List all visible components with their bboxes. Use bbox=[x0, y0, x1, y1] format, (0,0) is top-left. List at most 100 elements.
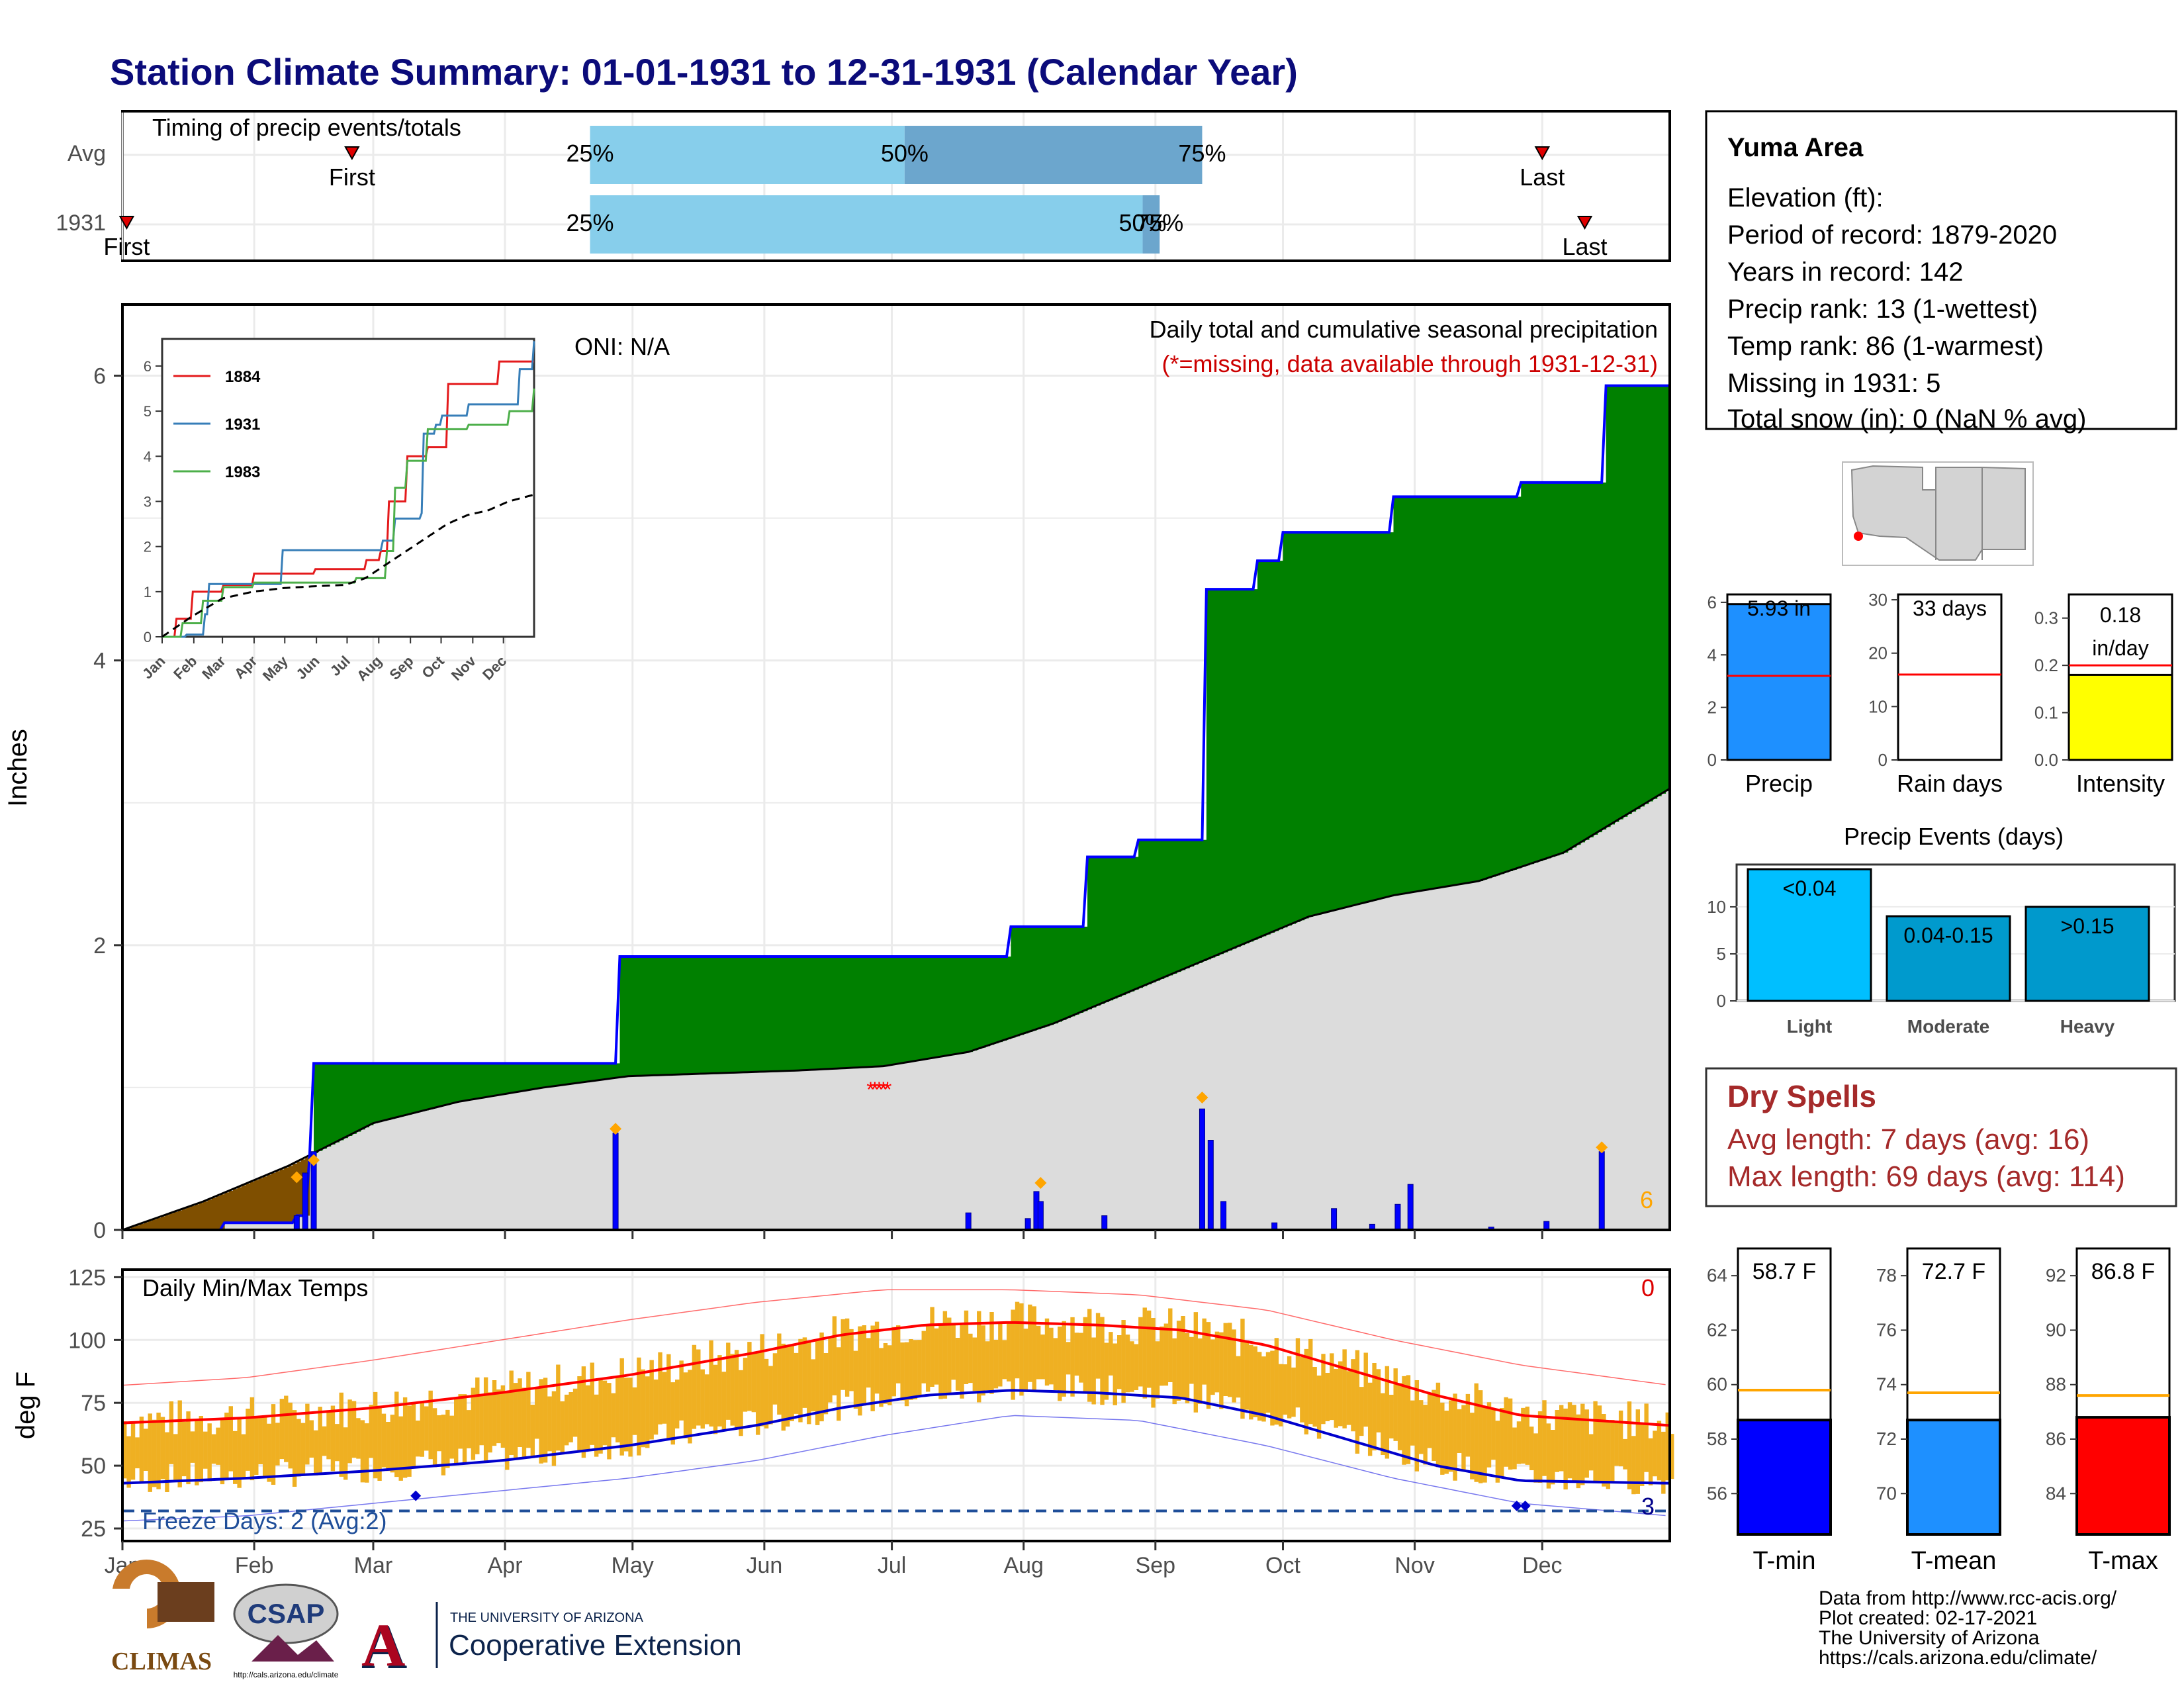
timing-panel: Timing of precip events/totals Avg 1931 … bbox=[56, 110, 1671, 262]
daily-precip-bar bbox=[1407, 1184, 1414, 1231]
summary-y-tick-label: 2 bbox=[1707, 698, 1717, 718]
daily-precip-bar bbox=[1101, 1215, 1108, 1231]
temp-y-ticks: 25 50 75 100 125 bbox=[68, 1265, 122, 1542]
station-elevation: Elevation (ft): bbox=[1727, 183, 1884, 212]
month-label: Nov bbox=[1394, 1553, 1434, 1578]
month-label: Feb bbox=[235, 1553, 274, 1578]
station-name: Yuma Area bbox=[1727, 133, 1864, 162]
month-label: Mar bbox=[354, 1553, 393, 1578]
summary-box-1 bbox=[1897, 593, 2003, 761]
logo-university-arizona: A A THE UNIVERSITY OF ARIZONA Cooperativ… bbox=[361, 1602, 742, 1682]
csap-logo-text: CSAP bbox=[248, 1598, 325, 1629]
page-title: Station Climate Summary: 01-01-1931 to 1… bbox=[110, 51, 1298, 93]
timing-row-label-avg: Avg bbox=[68, 141, 106, 166]
station-info-box: Yuma Area Elevation (ft): Period of reco… bbox=[1705, 110, 2177, 434]
precip-missing-note: (*=missing, data available through 1931-… bbox=[1162, 350, 1658, 377]
timing-p50-label: 50% bbox=[1119, 209, 1167, 236]
inset-series-line bbox=[161, 493, 535, 638]
temp-summary-y-tick-label: 72 bbox=[1876, 1429, 1897, 1449]
inset-legend-label: 1884 bbox=[225, 368, 261, 386]
summary-category-label: Intensity bbox=[2076, 770, 2165, 797]
summary-y-tick-label: 30 bbox=[1868, 590, 1888, 610]
footer-credits: Data from http://www.rcc-acis.org/ Plot … bbox=[1819, 1587, 2117, 1669]
precip-events-chart: 0 5 10 <0.04 Light 0.04-0.15 Moderate >0.15 Heav… bbox=[1707, 863, 2176, 1037]
event-marker bbox=[610, 1123, 622, 1135]
summary-y-tick-label: 6 bbox=[1707, 592, 1717, 612]
precip-y-tick-label: 4 bbox=[93, 649, 106, 674]
inset-y-tick-label: 5 bbox=[144, 403, 152, 420]
temperature-summary-bars: 56 58 60 62 64 58.7 F T-min 70 72 74 76 78 72.7 F T-m… bbox=[1707, 1247, 2171, 1575]
timing-first-label: First bbox=[329, 164, 375, 191]
summary-y-tick-label: 0 bbox=[1707, 750, 1717, 770]
temp-summary-y-tick-label: 78 bbox=[1876, 1265, 1897, 1286]
missing-day-marker: * bbox=[880, 1078, 887, 1102]
summary-y-tick-label: 4 bbox=[1707, 645, 1717, 665]
event-marker bbox=[308, 1154, 320, 1166]
locator-map bbox=[1842, 461, 2034, 566]
university-name: THE UNIVERSITY OF ARIZONA bbox=[450, 1611, 644, 1625]
record-max-line bbox=[122, 1289, 1666, 1386]
events-category-label: Heavy bbox=[2060, 1016, 2115, 1037]
inset-series-line bbox=[162, 341, 535, 638]
cold-day-marker bbox=[1520, 1500, 1531, 1511]
dry-spells-frame bbox=[1705, 1067, 2177, 1207]
events-y-tick-label: 5 bbox=[1717, 944, 1726, 964]
inset-y-tick-label: 1 bbox=[144, 584, 152, 600]
timing-row-label-year: 1931 bbox=[56, 211, 106, 236]
summary-value-label: 0.18 bbox=[2100, 603, 2141, 627]
temp-y-tick-label: 25 bbox=[81, 1517, 106, 1542]
precip-y-tick-label: 2 bbox=[93, 933, 106, 959]
temp-summary-y-tick-label: 76 bbox=[1876, 1319, 1897, 1340]
timing-last-marker bbox=[1576, 216, 1593, 230]
inset-y-tick-label: 6 bbox=[144, 358, 152, 375]
events-bar-label: 0.04-0.15 bbox=[1903, 923, 1993, 947]
month-label: Dec bbox=[1522, 1553, 1562, 1578]
climas-logo-block bbox=[158, 1582, 214, 1622]
temp-marks bbox=[122, 1289, 1674, 1522]
temp-summary-y-tick-label: 64 bbox=[1707, 1265, 1727, 1286]
oni-label: ONI: N/A bbox=[574, 333, 670, 360]
summary-y-tick-label: 20 bbox=[1868, 643, 1888, 663]
normal-precip-line bbox=[122, 787, 1670, 1231]
temp-cold-count: 3 bbox=[1641, 1493, 1655, 1520]
precip-subtitle: Daily total and cumulative seasonal prec… bbox=[1150, 316, 1658, 343]
temp-summary-y-tick-label: 60 bbox=[1707, 1374, 1727, 1395]
temp-hot-count: 0 bbox=[1641, 1274, 1655, 1301]
temp-summary-y-tick-label: 86 bbox=[2046, 1429, 2066, 1449]
timing-p50-label: 50% bbox=[881, 140, 929, 167]
daily-precip-bar bbox=[1394, 1203, 1401, 1231]
precip-y-axis-label: Inches bbox=[3, 729, 32, 807]
summary-y-tick-label: 0.0 bbox=[2034, 750, 2058, 770]
daily-precip-bar bbox=[1199, 1108, 1205, 1231]
temp-summary-y-tick-label: 90 bbox=[2046, 1319, 2066, 1340]
temp-summary-value-label: 72.7 F bbox=[1922, 1259, 1985, 1284]
events-bar-label: >0.15 bbox=[2061, 914, 2115, 938]
summary-value-label: 5.93 in bbox=[1747, 596, 1811, 620]
daily-precip-bar bbox=[293, 1215, 300, 1231]
summary-category-label: Rain days bbox=[1897, 770, 2003, 797]
avg-min-temp-line bbox=[122, 1389, 1670, 1485]
missing-day-marker: * bbox=[871, 1078, 879, 1102]
event-marker bbox=[1034, 1177, 1047, 1190]
temp-panel-frame bbox=[121, 1268, 1671, 1542]
inset-legend-label: 1931 bbox=[225, 416, 260, 434]
csap-mountains bbox=[251, 1635, 334, 1662]
events-y-tick-label: 0 bbox=[1717, 991, 1726, 1011]
events-bar-heavy bbox=[2025, 906, 2150, 1002]
summary-bar-intensity bbox=[2068, 673, 2173, 761]
timing-first-label: First bbox=[103, 233, 150, 260]
inset-y-tick-label: 2 bbox=[144, 539, 152, 555]
inset-series-line bbox=[162, 388, 535, 638]
station-precip-rank: Precip rank: 13 (1-wettest) bbox=[1727, 295, 2038, 324]
daily-precip-bar bbox=[1598, 1151, 1605, 1231]
station-temp-rank: Temp rank: 86 (1-warmest) bbox=[1727, 332, 2044, 361]
precip-y-tick-label: 6 bbox=[93, 364, 106, 389]
cold-day-marker bbox=[1511, 1500, 1522, 1511]
events-bar-light bbox=[1747, 868, 1872, 1002]
temp-summary-y-tick-label: 88 bbox=[2046, 1374, 2066, 1395]
dry-spells-title: Dry Spells bbox=[1727, 1079, 1876, 1113]
timing-last-label: Last bbox=[1563, 233, 1608, 260]
